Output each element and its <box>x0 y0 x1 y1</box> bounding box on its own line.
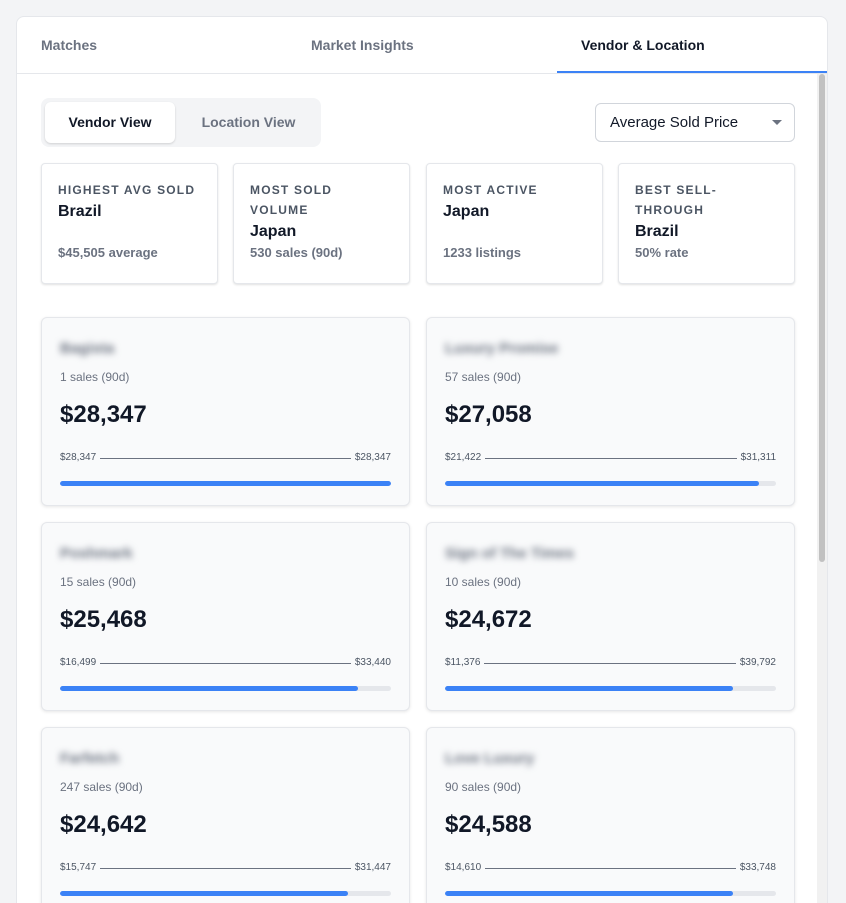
vendor-avg-price: $24,642 <box>60 811 147 838</box>
scrollbar-thumb[interactable] <box>819 74 825 562</box>
vendor-name: Farfetch <box>60 750 120 767</box>
price-range-max: $28,347 <box>354 452 391 463</box>
price-range-line <box>485 868 736 869</box>
vendor-avg-price: $24,672 <box>445 606 532 633</box>
price-range: $16,499 $33,440 <box>60 656 391 670</box>
view-toggle: Vendor View Location View <box>41 98 321 147</box>
price-bar-track <box>60 481 391 486</box>
price-bar-fill <box>445 686 733 691</box>
price-range-min: $21,422 <box>445 452 482 463</box>
price-range-line <box>100 868 351 869</box>
stat-sub: 530 sales (90d) <box>250 245 343 260</box>
vendor-avg-price: $24,588 <box>445 811 532 838</box>
stat-label: MOST ACTIVE <box>443 183 538 197</box>
stat-card-highest-avg-sold: HIGHEST AVG SOLD Brazil $45,505 average <box>41 163 218 284</box>
stat-sub: 1233 listings <box>443 245 522 260</box>
stat-value: Brazil <box>58 203 102 220</box>
vendor-name: Sign of The Times <box>445 545 574 562</box>
stat-value: Japan <box>250 223 297 240</box>
price-range-min: $15,747 <box>60 862 97 873</box>
vendor-card[interactable]: Farfetch 247 sales (90d) $24,642 $15,747 $31… <box>41 727 410 903</box>
stat-label: MOST SOLD VOLUME <box>250 183 333 217</box>
price-range-max: $33,440 <box>354 657 391 668</box>
location-view-button[interactable]: Location View <box>201 114 296 130</box>
price-range-max: $39,792 <box>739 657 776 668</box>
tab-matches[interactable]: Matches <box>41 37 98 53</box>
vendor-view-button[interactable]: Vendor View <box>45 102 175 143</box>
stat-value: Japan <box>443 203 490 220</box>
chevron-down-icon <box>772 120 782 125</box>
price-range: $11,376 $39,792 <box>445 656 776 670</box>
stat-card-most-sold-volume: MOST SOLD VOLUME Japan 530 sales (90d) <box>233 163 410 284</box>
vendor-name: Bagista <box>60 340 115 357</box>
vendor-name: Love Luxury <box>445 750 535 767</box>
price-range-line <box>100 663 351 664</box>
stat-value: Brazil <box>635 223 679 240</box>
vendor-card[interactable]: Sign of The Times 10 sales (90d) $24,672 $1… <box>426 522 795 711</box>
tab-market-insights[interactable]: Market Insights <box>311 37 414 53</box>
stat-sub: $45,505 average <box>58 245 158 260</box>
price-bar-fill <box>60 686 358 691</box>
price-range-min: $28,347 <box>60 452 97 463</box>
vendor-sales-count: 57 sales (90d) <box>445 370 522 384</box>
vendor-card[interactable]: Poshmark 15 sales (90d) $25,468 $16,499 $33,… <box>41 522 410 711</box>
price-range-max: $33,748 <box>739 862 776 873</box>
tab-bar: Matches Market Insights Vendor & Locatio… <box>17 17 827 74</box>
price-bar-fill <box>60 481 391 486</box>
price-range-max: $31,311 <box>740 452 776 463</box>
price-bar-fill <box>445 891 733 896</box>
price-bar-track <box>445 686 776 691</box>
price-bar-track <box>60 686 391 691</box>
vendor-card[interactable]: Love Luxury 90 sales (90d) $24,588 $14,610 $… <box>426 727 795 903</box>
vendor-sales-count: 247 sales (90d) <box>60 780 143 794</box>
vendor-name: Luxury Promise <box>445 340 559 357</box>
price-range: $15,747 $31,447 <box>60 861 391 875</box>
stat-card-most-active: MOST ACTIVE Japan 1233 listings <box>426 163 603 284</box>
tab-vendor-location[interactable]: Vendor & Location <box>581 37 705 53</box>
price-bar-fill <box>445 481 760 486</box>
price-range-min: $16,499 <box>60 657 97 668</box>
price-bar-fill <box>60 891 348 896</box>
stat-card-best-sell-through: BEST SELL-THROUGH Brazil 50% rate <box>618 163 795 284</box>
vendor-sales-count: 1 sales (90d) <box>60 370 130 384</box>
sort-metric-value: Average Sold Price <box>610 114 739 131</box>
price-range-max: $31,447 <box>354 862 391 873</box>
price-bar-track <box>60 891 391 896</box>
price-range-line <box>485 458 737 459</box>
vendor-avg-price: $28,347 <box>60 401 147 428</box>
vendor-location-panel: Matches Market Insights Vendor & Locatio… <box>16 16 828 903</box>
vendor-sales-count: 90 sales (90d) <box>445 780 522 794</box>
price-range-min: $14,610 <box>445 862 482 873</box>
vendor-sales-count: 10 sales (90d) <box>445 575 522 589</box>
vendor-avg-price: $25,468 <box>60 606 147 633</box>
active-tab-indicator <box>557 71 827 73</box>
price-range-min: $11,376 <box>445 657 481 668</box>
price-range: $21,422 $31,311 <box>445 451 776 465</box>
price-bar-track <box>445 481 776 486</box>
price-range-line <box>484 663 736 664</box>
vendor-sales-count: 15 sales (90d) <box>60 575 137 589</box>
price-range-line <box>100 458 351 459</box>
stat-label: BEST SELL-THROUGH <box>635 183 718 217</box>
stat-sub: 50% rate <box>635 245 689 260</box>
vendor-avg-price: $27,058 <box>445 401 532 428</box>
price-range: $14,610 $33,748 <box>445 861 776 875</box>
stat-label: HIGHEST AVG SOLD <box>58 183 196 197</box>
price-range: $28,347 $28,347 <box>60 451 391 465</box>
vendor-card[interactable]: Luxury Promise 57 sales (90d) $27,058 $21,4… <box>426 317 795 506</box>
vendor-card[interactable]: Bagista 1 sales (90d) $28,347 $28,347 $28,34… <box>41 317 410 506</box>
sort-metric-select[interactable]: Average Sold Price <box>595 103 795 142</box>
price-bar-track <box>445 891 776 896</box>
vendor-name: Poshmark <box>60 545 133 562</box>
